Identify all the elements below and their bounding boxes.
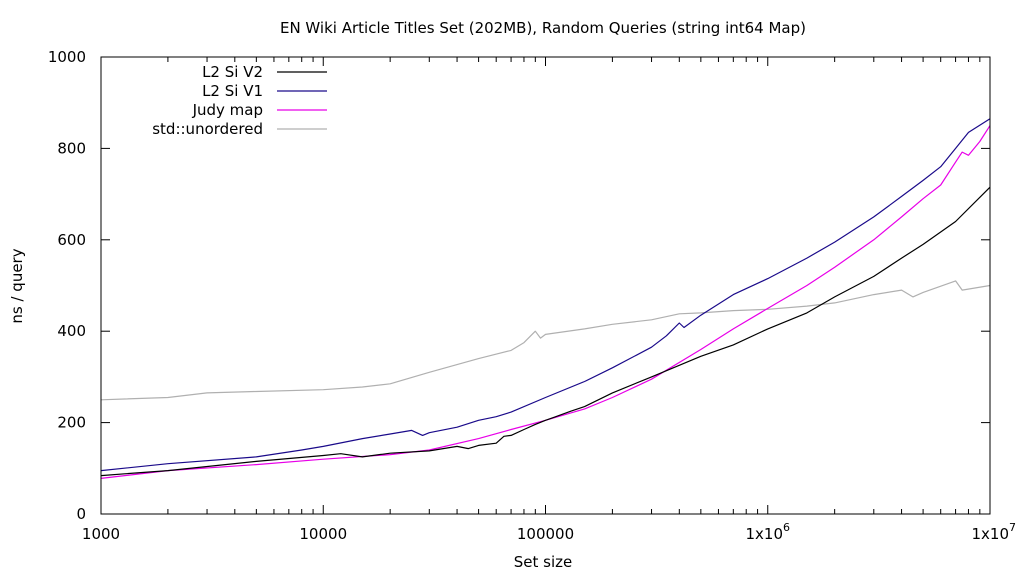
x-tick-base: 100000 [517, 525, 574, 543]
y-axis-label: ns / query [8, 248, 26, 323]
x-tick-label: 1000 [82, 525, 120, 543]
x-tick-base: 10000 [299, 525, 347, 543]
x-tick-label: 100000 [517, 525, 574, 543]
x-tick-label: 1x106 [745, 521, 790, 543]
series-line-0 [100, 186, 991, 477]
x-tick-base: 1x10 [745, 525, 783, 543]
legend-label: Judy map [192, 101, 263, 119]
plot-frame [100, 56, 991, 515]
legend-label: L2 Si V1 [202, 82, 263, 100]
y-tick-label: 0 [76, 505, 86, 523]
y-tick-label: 400 [57, 322, 86, 340]
series-line-3 [100, 280, 991, 401]
x-tick-base: 1000 [82, 525, 120, 543]
x-tick-base: 1x10 [971, 525, 1009, 543]
x-tick-label: 10000 [299, 525, 347, 543]
series-line-1 [100, 118, 991, 472]
x-axis-label: Set size [514, 553, 572, 571]
series-line-2 [100, 125, 991, 479]
legend-label: L2 Si V2 [202, 63, 263, 81]
series-lines [100, 118, 991, 479]
y-tick-label: 600 [57, 231, 86, 249]
y-tick-label: 1000 [48, 48, 86, 66]
x-tick-exponent: 7 [1009, 521, 1016, 534]
y-tick-label: 200 [57, 414, 86, 432]
y-tick-label: 800 [57, 139, 86, 157]
x-tick-label: 1x107 [971, 521, 1016, 543]
chart-title: EN Wiki Article Titles Set (202MB), Rand… [280, 19, 806, 37]
x-tick-exponent: 6 [783, 521, 790, 534]
legend-label: std::unordered [152, 120, 263, 138]
